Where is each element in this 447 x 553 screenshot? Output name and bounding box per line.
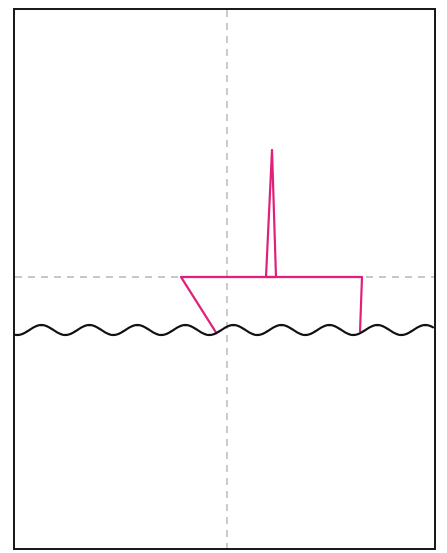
water-wave-line: [13, 323, 435, 337]
sailboat: [179, 148, 364, 335]
canvas-frame: [13, 8, 436, 550]
boat-hull: [179, 275, 364, 335]
